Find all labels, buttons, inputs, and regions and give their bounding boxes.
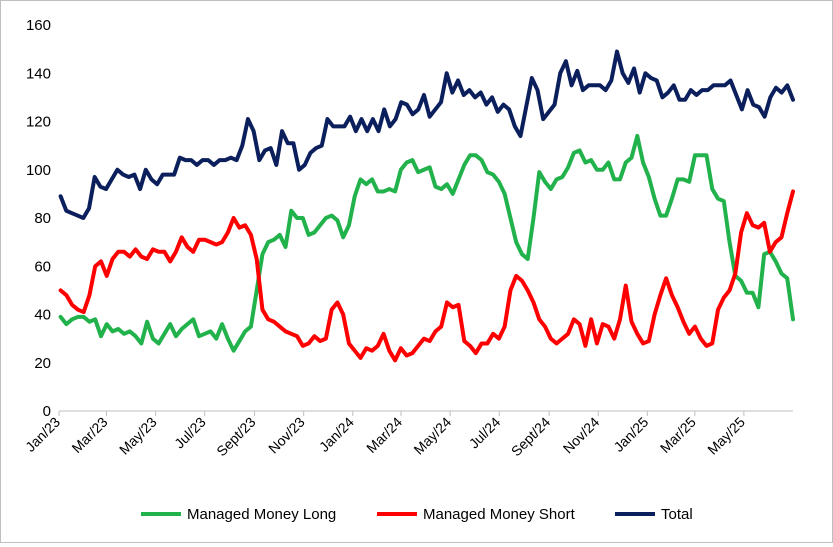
y-tick-label: 0 [43, 403, 51, 420]
y-tick-label: 160 [26, 17, 51, 34]
y-tick-label: 60 [34, 258, 51, 275]
y-tick-label: 80 [34, 210, 51, 227]
series-line-total [58, 49, 795, 220]
x-tick-label: Jan/24 [316, 414, 357, 455]
x-tick-label: Jul/23 [171, 414, 209, 452]
y-tick-label: 140 [26, 65, 51, 82]
y-tick-label: 40 [34, 307, 51, 324]
x-tick-label: May/24 [410, 414, 454, 458]
y-tick-label: 20 [34, 355, 51, 372]
y-tick-label: 100 [26, 162, 51, 179]
x-tick-label: Mar/25 [657, 414, 699, 456]
y-tick-label: 120 [26, 114, 51, 131]
x-tick-label: Jul/24 [466, 414, 504, 452]
legend-label: Total [661, 506, 693, 523]
legend: Managed Money Long Managed Money Short Tot… [141, 506, 693, 523]
x-tick-label: Jan/25 [610, 414, 651, 455]
legend-label: Managed Money Short [423, 506, 576, 523]
series-line-managed-money-long [58, 133, 795, 353]
x-tick-label: Sept/24 [508, 414, 554, 460]
x-tick-label: Mar/24 [363, 414, 405, 456]
x-tick-label: Mar/23 [68, 414, 110, 456]
series-lines [58, 49, 795, 363]
series-line-managed-money-short [58, 189, 795, 363]
x-tick-label: May/25 [704, 414, 748, 458]
x-tick-label: Nov/24 [560, 414, 603, 457]
x-tick-label: May/23 [116, 414, 160, 458]
y-axis-ticks: 0 20 40 60 80 100 120 140 160 [26, 17, 51, 420]
x-tick-label: Sept/23 [213, 414, 259, 460]
x-tick-label: Nov/23 [265, 414, 308, 457]
legend-label: Managed Money Long [187, 506, 336, 523]
x-axis: Jan/23 Mar/23 May/23 Jul/23 Sept/23 Nov/23 Jan… [22, 410, 793, 460]
